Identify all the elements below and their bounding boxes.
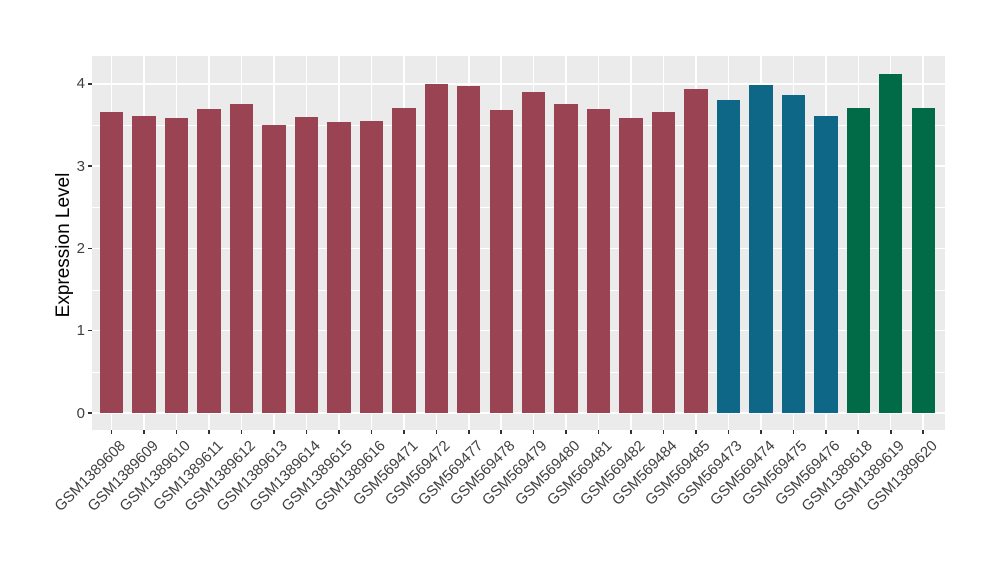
x-axis-tick-mark (792, 430, 795, 434)
bar-GSM569481 (586, 109, 611, 413)
x-axis-tick-mark (403, 430, 405, 434)
x-axis-tick-mark (532, 430, 535, 434)
bar-GSM1389620 (911, 107, 935, 413)
gridline-horizontal-minor (92, 371, 945, 373)
gridline-horizontal-major (92, 247, 945, 250)
x-axis-tick-mark (889, 430, 892, 434)
bar-GSM1389613 (262, 124, 286, 413)
x-axis-tick-mark (597, 430, 600, 434)
bar-GSM569479 (521, 92, 546, 413)
x-axis-tick-mark (727, 430, 730, 434)
x-axis-tick-mark (370, 430, 373, 434)
bar-GSM1389611 (197, 109, 221, 413)
x-axis-tick-mark (273, 430, 275, 434)
x-axis-tick-mark (175, 430, 178, 434)
bar-GSM1389609 (132, 115, 156, 413)
y-tick-label: 1 (76, 322, 85, 340)
x-axis-tick-mark (240, 430, 243, 434)
bar-GSM569476 (814, 115, 838, 413)
gridline-horizontal-major (92, 329, 945, 332)
y-axis-tick-mark (88, 165, 92, 167)
bar-GSM569485 (684, 88, 708, 413)
bar-GSM569472 (424, 83, 448, 413)
gridline-horizontal-major (92, 412, 945, 414)
bar-GSM1389610 (164, 117, 189, 413)
x-axis-tick-mark (110, 430, 113, 434)
bar-GSM1389615 (327, 121, 351, 413)
gridline-horizontal-minor (92, 124, 945, 126)
bar-GSM569482 (619, 118, 643, 413)
x-axis-tick-mark (467, 430, 470, 434)
x-axis-tick-mark (825, 430, 827, 434)
y-axis-tick-mark (88, 83, 92, 85)
gridline-horizontal-minor (92, 207, 945, 209)
bar-GSM1389612 (229, 104, 254, 413)
x-axis-tick-mark (857, 430, 860, 434)
y-axis-tick-mark (88, 412, 92, 414)
x-axis-tick-mark (760, 430, 762, 434)
y-tick-label: 0 (76, 404, 85, 422)
x-axis-tick-mark (630, 430, 632, 434)
bar-GSM569480 (554, 103, 578, 413)
bar-GSM1389619 (879, 73, 903, 413)
x-axis-tick-mark (500, 430, 502, 434)
bar-GSM569471 (392, 108, 416, 413)
bar-GSM1389618 (846, 108, 870, 413)
x-axis-tick-mark (922, 430, 924, 434)
y-axis-tick-mark (88, 329, 92, 332)
x-axis-tick-mark (662, 430, 665, 434)
y-tick-label: 3 (76, 157, 85, 175)
bar-GSM569475 (781, 95, 806, 413)
x-axis-tick-mark (208, 430, 210, 434)
x-axis-tick-mark (695, 430, 697, 434)
x-axis-tick-mark (338, 430, 340, 434)
y-tick-label: 4 (76, 75, 85, 93)
x-axis-tick-mark (143, 430, 145, 434)
bar-GSM1389608 (100, 111, 124, 413)
y-axis-tick-mark (88, 247, 92, 250)
x-axis-tick-mark (565, 430, 567, 434)
bar-GSM1389616 (359, 120, 384, 413)
x-axis-tick-mark (305, 430, 308, 434)
bar-GSM1389614 (294, 116, 319, 413)
y-tick-label: 2 (76, 239, 85, 257)
x-axis-tick-mark (435, 430, 438, 434)
bar-GSM569477 (457, 86, 481, 413)
bar-GSM569484 (651, 111, 676, 413)
bar-GSM569478 (489, 110, 513, 413)
gridline-horizontal-major (92, 83, 945, 85)
gridline-horizontal-minor (92, 289, 945, 291)
bar-GSM569473 (716, 100, 741, 413)
bar-GSM569474 (749, 84, 773, 413)
gridline-horizontal-major (92, 165, 945, 167)
